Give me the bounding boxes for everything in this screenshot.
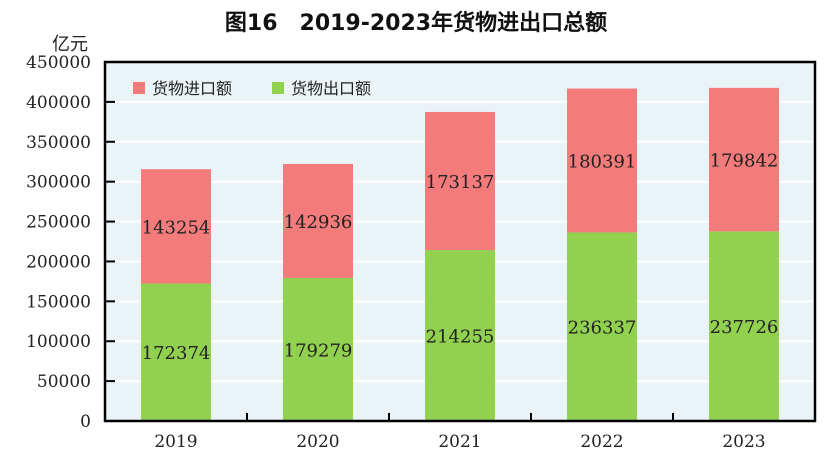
y-tick-label: 150000 [26, 292, 91, 312]
bar-segment [141, 283, 211, 421]
y-tick-label: 350000 [26, 133, 91, 153]
y-axis-unit: 亿元 [52, 34, 88, 55]
bar-segment [567, 232, 637, 421]
x-tick-label: 2019 [154, 432, 197, 452]
bar-segment [141, 169, 211, 284]
y-tick-label: 200000 [26, 252, 91, 272]
data-label: 143254 [142, 217, 211, 238]
x-tick-label: 2022 [580, 432, 623, 452]
data-label: 142936 [284, 212, 353, 233]
bar-segment [425, 250, 495, 421]
x-tick-label: 2021 [438, 432, 481, 452]
data-label: 179842 [710, 151, 779, 172]
data-label: 180391 [568, 151, 637, 172]
plot-border [103, 60, 817, 423]
bar-segment [283, 163, 353, 278]
y-tick-label: 300000 [26, 173, 91, 193]
data-label: 173137 [426, 172, 495, 193]
legend-label: 货物出口额 [291, 79, 371, 98]
y-tick-label: 250000 [26, 213, 91, 233]
y-tick-label: 400000 [26, 93, 91, 113]
data-label: 236337 [568, 318, 637, 339]
legend-swatch [133, 82, 145, 94]
bar-segment [283, 277, 353, 421]
chart-title: 图16 2019-2023年货物进出口总额 [225, 10, 607, 36]
y-tick-label: 100000 [26, 332, 91, 352]
bar-segment [709, 87, 779, 232]
legend-swatch [272, 82, 284, 94]
y-tick-label: 50000 [37, 372, 91, 392]
y-tick-label: 450000 [26, 53, 91, 73]
data-label: 172374 [142, 343, 211, 364]
bar-segment [425, 111, 495, 251]
bar-segment [567, 88, 637, 233]
data-label: 237726 [710, 317, 779, 338]
y-tick-label: 0 [80, 412, 91, 432]
data-label: 214255 [426, 327, 495, 348]
x-tick-label: 2020 [296, 432, 339, 452]
data-label: 179279 [284, 340, 353, 361]
bar-segment [709, 231, 779, 421]
legend-label: 货物进口额 [152, 79, 232, 98]
x-tick-label: 2023 [722, 432, 765, 452]
